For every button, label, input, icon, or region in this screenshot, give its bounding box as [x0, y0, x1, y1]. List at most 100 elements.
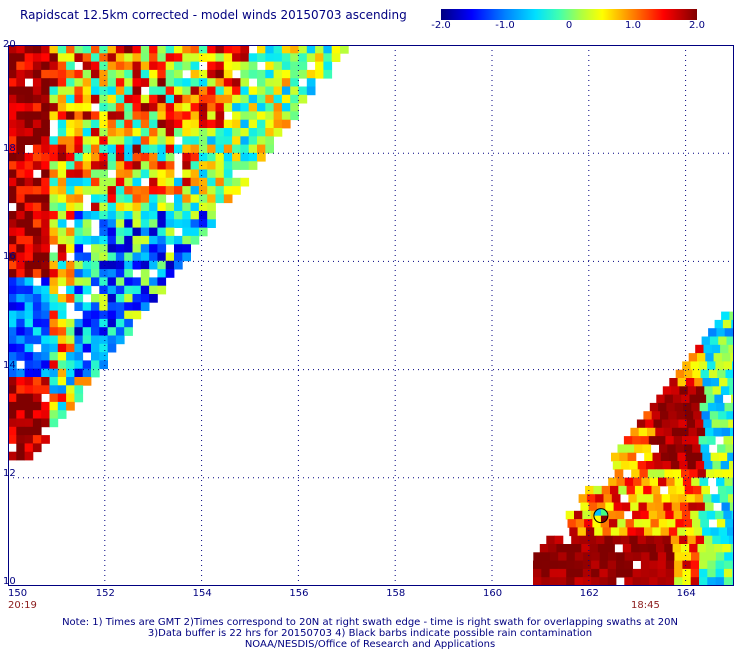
swath-cell: [91, 78, 100, 87]
swath-cell: [124, 235, 133, 245]
swath-cell: [567, 519, 577, 528]
swath-cell: [674, 560, 683, 570]
swath-cell: [645, 535, 655, 545]
swath-cell: [627, 452, 637, 462]
swath-cell: [124, 285, 133, 295]
swath-cell: [198, 119, 208, 129]
swath-cell: [107, 219, 117, 228]
swath-cell: [49, 418, 59, 428]
swath-cell: [174, 177, 183, 187]
swath-cell: [8, 86, 17, 96]
longitude-tick-label: 164: [676, 588, 696, 599]
swath-cell: [729, 461, 734, 470]
swath-cell: [8, 69, 17, 79]
swath-cell: [721, 427, 731, 437]
swath-cell: [16, 318, 25, 328]
swath-cell: [660, 452, 670, 462]
swath-cell: [643, 485, 652, 495]
swath-cell: [91, 136, 100, 145]
swath-cell: [140, 244, 150, 253]
swath-cell: [57, 45, 67, 54]
swath-cell: [24, 152, 34, 162]
swath-cell: [650, 519, 660, 528]
swath-cell: [683, 402, 692, 412]
swath-cell: [724, 552, 733, 561]
swath-cell: [290, 61, 299, 71]
swath-cell: [682, 477, 692, 487]
swath-cell: [645, 419, 654, 429]
swath-cell: [290, 45, 299, 54]
swath-cell: [107, 194, 117, 204]
swath-cell: [157, 136, 167, 145]
swath-cell: [74, 335, 84, 345]
swath-cell: [66, 377, 75, 386]
swath-cell: [16, 177, 25, 187]
swath-cell: [215, 111, 225, 121]
swath-cell: [32, 94, 42, 104]
swath-cell: [74, 169, 84, 179]
swath-cell: [726, 411, 734, 420]
swath-cell: [257, 45, 266, 54]
longitude-tick-label: 158: [386, 588, 406, 599]
swath-cell: [695, 461, 705, 470]
swath-cell: [723, 577, 733, 586]
swath-cell: [149, 169, 158, 179]
swath-cell: [683, 519, 693, 528]
swath-cell: [157, 86, 167, 96]
swath-cell: [74, 368, 84, 378]
swath-cell: [207, 161, 216, 170]
swath-cell: [651, 485, 661, 495]
swath-cell: [41, 360, 50, 370]
swath-cell: [107, 103, 117, 112]
swath-cell: [132, 227, 142, 237]
swath-cell: [41, 111, 50, 121]
swath-cell: [198, 45, 208, 54]
swath-cell: [132, 294, 142, 303]
swath-cell: [82, 377, 92, 386]
swath-cell: [198, 194, 208, 204]
swath-cell: [615, 510, 625, 520]
swath-cell: [676, 411, 686, 420]
swath-cell: [91, 318, 100, 328]
swath-cell: [107, 186, 117, 195]
swath-cell: [91, 186, 100, 195]
swath-cell: [91, 128, 100, 137]
swath-cell: [24, 401, 34, 411]
swath-cell: [41, 45, 50, 54]
swath-cell: [165, 169, 175, 179]
swath-cell: [115, 161, 125, 170]
swath-cell: [165, 78, 175, 87]
swath-cell: [8, 94, 17, 104]
swath-cell: [273, 69, 283, 79]
swath-cell: [717, 369, 726, 379]
swath-cell: [132, 152, 142, 162]
swath-cell: [182, 45, 191, 54]
swath-cell: [32, 78, 42, 87]
swath-cell: [8, 152, 17, 162]
swath-cell: [265, 128, 274, 137]
swath-cell: [248, 69, 258, 79]
swath-cell: [82, 302, 92, 311]
swath-cell: [716, 328, 726, 337]
swath-cell: [99, 235, 108, 245]
swath-cell: [91, 235, 100, 245]
swath-cell: [49, 318, 59, 328]
swath-cell: [41, 152, 50, 162]
swath-cell: [99, 152, 108, 162]
swath-cell: [703, 344, 713, 354]
swath-cell: [16, 310, 25, 320]
swath-cell: [673, 436, 683, 445]
swath-cell: [99, 327, 108, 336]
swath-cell: [692, 369, 701, 379]
rain-flag-segment: [600, 515, 608, 523]
swath-cell: [32, 335, 42, 345]
swath-cell: [703, 419, 712, 429]
swath-cell: [140, 186, 150, 195]
swath-cell: [706, 436, 716, 445]
swath-cell: [124, 211, 133, 220]
note-line-1: Note: 1) Times are GMT 2)Times correspon…: [62, 617, 678, 628]
swath-cell: [74, 343, 84, 353]
swath-cell: [157, 202, 167, 212]
swath-cell: [91, 119, 100, 129]
rain-flag-marker: [593, 508, 609, 524]
